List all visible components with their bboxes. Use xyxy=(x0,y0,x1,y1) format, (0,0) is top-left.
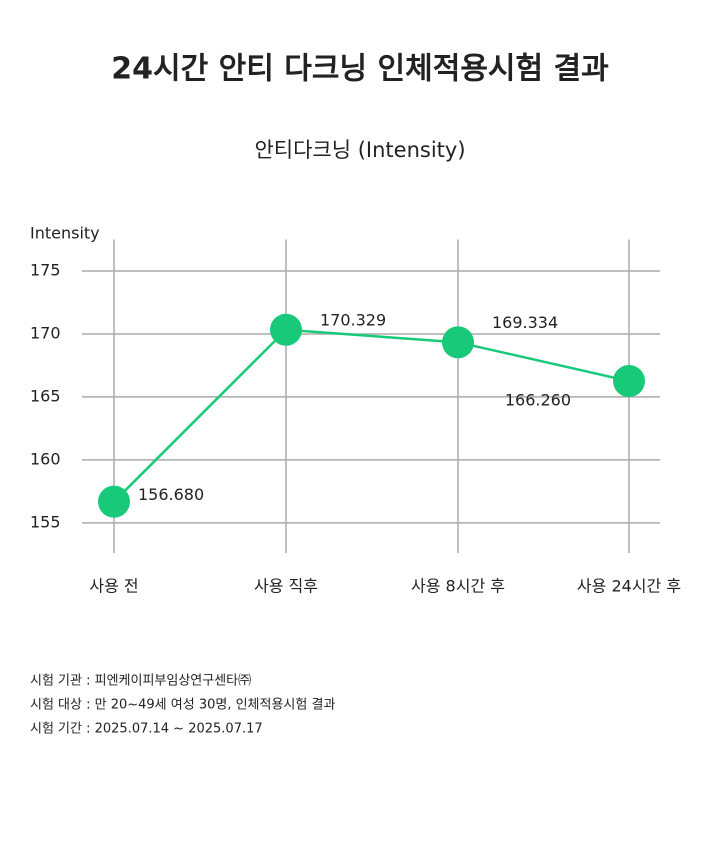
y-axis-label: Intensity xyxy=(30,224,100,243)
x-tick-label: 사용 24시간 후 xyxy=(577,577,681,596)
footnote: 시험 대상 : 만 20~49세 여성 30명, 인체적용시험 결과 xyxy=(30,698,335,713)
x-tick-label: 사용 전 xyxy=(89,577,138,596)
value-label: 169.334 xyxy=(492,313,558,332)
y-tick-label: 165 xyxy=(30,386,61,405)
footnote: 시험 기간 : 2025.07.14 ~ 2025.07.17 xyxy=(30,722,263,737)
value-label: 166.260 xyxy=(505,391,571,410)
point xyxy=(442,326,474,359)
value-label: 170.329 xyxy=(320,310,386,329)
y-tick-label: 170 xyxy=(30,323,61,342)
y-tick-label: 155 xyxy=(30,512,61,531)
value-label: 156.680 xyxy=(138,485,204,504)
line xyxy=(113,328,630,503)
footnote: 시험 기관 : 피엔케이피부임상연구센타㈜ xyxy=(30,674,251,689)
chart-subtitle: 안티다크닝 (Intensity) xyxy=(254,138,465,162)
point xyxy=(613,365,645,398)
point xyxy=(98,485,130,518)
point xyxy=(270,313,302,346)
chart-title: 24시간 안티 다크닝 인체적용시험 결과 xyxy=(111,52,609,87)
x-tick-label: 사용 직후 xyxy=(254,577,318,596)
y-tick-label: 160 xyxy=(30,449,61,468)
y-tick-label: 175 xyxy=(30,260,61,279)
x-tick-label: 사용 8시간 후 xyxy=(411,577,505,596)
